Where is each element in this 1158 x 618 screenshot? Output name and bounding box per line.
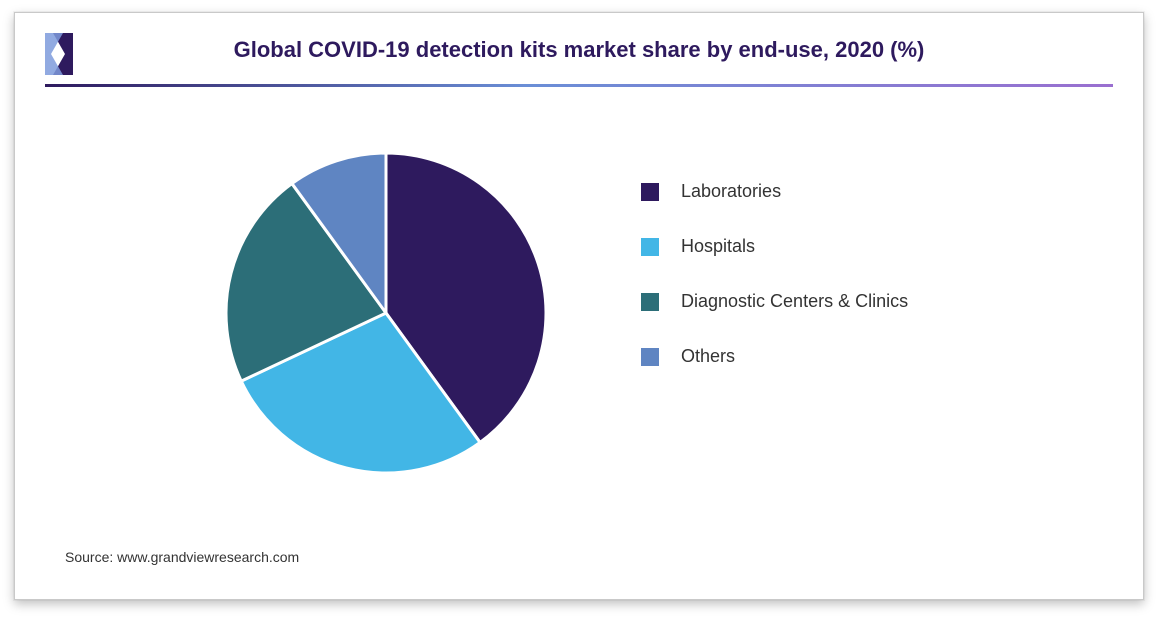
source-text: Source: www.grandviewresearch.com (65, 549, 299, 565)
legend-item: Laboratories (641, 181, 908, 202)
legend-label: Diagnostic Centers & Clinics (681, 291, 908, 312)
legend-label: Hospitals (681, 236, 755, 257)
chart-card: Global COVID-19 detection kits market sh… (14, 12, 1144, 600)
brand-logo-icon (45, 33, 89, 75)
legend-swatch (641, 293, 659, 311)
legend-label: Laboratories (681, 181, 781, 202)
header: Global COVID-19 detection kits market sh… (45, 33, 1113, 87)
legend-item: Diagnostic Centers & Clinics (641, 291, 908, 312)
legend-swatch (641, 238, 659, 256)
pie-chart (45, 87, 566, 493)
legend-item: Others (641, 346, 908, 367)
chart-title: Global COVID-19 detection kits market sh… (45, 33, 1113, 63)
legend-swatch (641, 348, 659, 366)
canvas: Global COVID-19 detection kits market sh… (0, 0, 1158, 618)
chart-body: Laboratories Hospitals Diagnostic Centers … (45, 87, 1113, 579)
legend-swatch (641, 183, 659, 201)
legend: Laboratories Hospitals Diagnostic Centers … (641, 181, 908, 401)
legend-item: Hospitals (641, 236, 908, 257)
legend-label: Others (681, 346, 735, 367)
